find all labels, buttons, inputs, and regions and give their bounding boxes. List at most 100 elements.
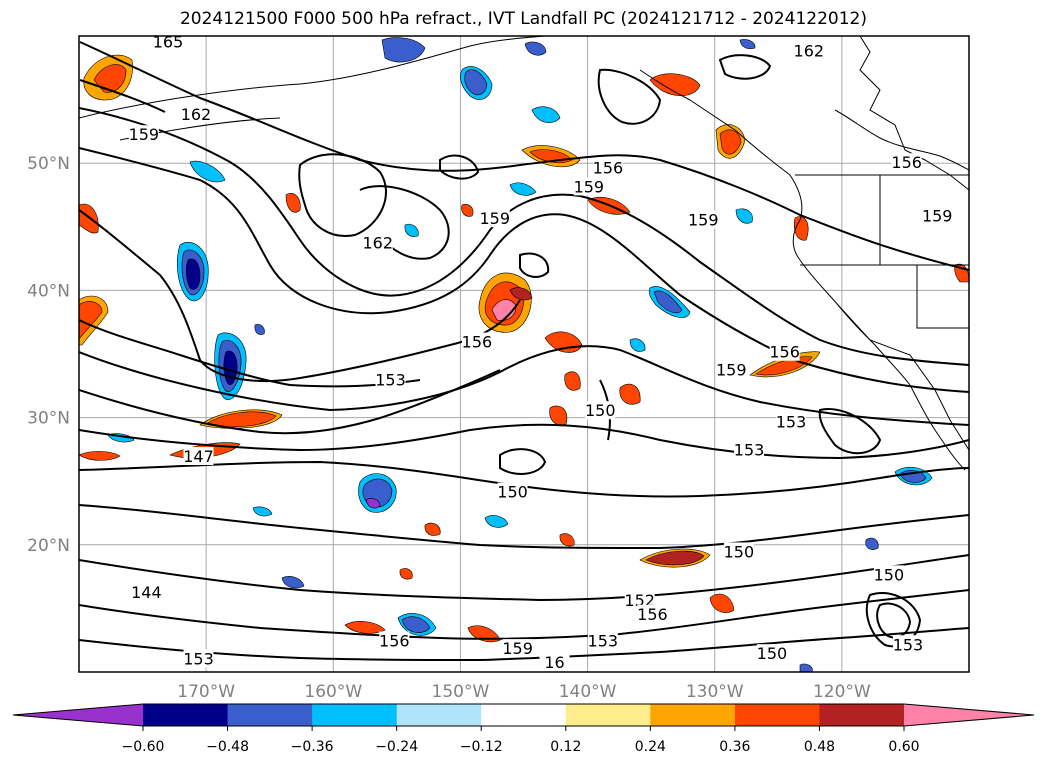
contour-label-bg <box>922 206 953 225</box>
contour-label: 159 <box>574 177 605 196</box>
contour-label-bg <box>723 542 754 561</box>
contour-label: 156 <box>637 605 668 624</box>
contour-label: 150 <box>585 401 616 420</box>
contour-label: 165 <box>153 32 184 51</box>
lat-tick-label: 40°N <box>27 281 70 301</box>
contour-label-bg <box>891 153 922 172</box>
colorbar-segment <box>227 704 313 726</box>
contour-label: 159 <box>479 209 510 228</box>
contour-label: 16 <box>544 653 564 672</box>
contour-label: 150 <box>757 644 788 663</box>
contour-label-bg <box>769 342 800 361</box>
colorbar-extend-high <box>904 704 1034 726</box>
contour-label: 156 <box>593 158 624 177</box>
longitude-tick-labels: 170°W 160°W 150°W 140°W 130°W 120°W <box>177 682 871 702</box>
colorbar-tick-label: −0.36 <box>291 739 334 755</box>
contour-label-bg <box>461 332 492 351</box>
latitude-tick-labels: 20°N 30°N 40°N 50°N <box>27 154 70 556</box>
contour-label: 159 <box>922 207 953 226</box>
colorbar-tick-label: −0.60 <box>122 739 165 755</box>
colorbar-segment <box>650 704 736 726</box>
contour-label: 150 <box>724 542 755 561</box>
contour-label-bg <box>716 360 747 379</box>
colorbar-segment <box>565 704 651 726</box>
colorbar-tick-label: −0.12 <box>460 739 503 755</box>
colorbar-segment <box>312 704 398 726</box>
contour-label-bg <box>776 412 806 431</box>
colorbar-tick-label: 0.36 <box>719 739 750 755</box>
map-area <box>79 36 969 672</box>
colorbar-tick-label: 0.60 <box>888 739 919 755</box>
contour-label-bg <box>379 631 410 650</box>
contour-label-bg <box>497 482 528 501</box>
lon-tick-label: 160°W <box>304 682 362 702</box>
contour-label: 150 <box>874 565 905 584</box>
map-title: 2024121500 F000 500 hPa refract., IVT La… <box>179 9 867 29</box>
colorbar-segment <box>143 704 229 726</box>
contour-label: 156 <box>891 153 922 172</box>
contour-label-bg <box>362 233 393 252</box>
positive-anomaly-blobs <box>79 54 969 643</box>
lat-tick-label: 20°N <box>27 536 70 556</box>
contour-label: 159 <box>688 210 719 229</box>
colorbar-segment <box>396 704 482 726</box>
contour-label-bg <box>637 604 668 623</box>
contour-label: 159 <box>129 125 160 144</box>
contour-label: 144 <box>131 583 162 602</box>
contour-label: 162 <box>181 105 212 124</box>
contour-label-bg <box>573 177 604 196</box>
contour-label-bg <box>873 565 904 584</box>
colorbar-tick-label: 0.12 <box>550 739 581 755</box>
contour-label: 159 <box>716 361 747 380</box>
colorbar-segment <box>481 704 567 726</box>
contour-label-bg <box>592 158 623 177</box>
contour-label: 162 <box>363 233 394 252</box>
map-frame <box>78 35 970 673</box>
contour-label-bg <box>587 631 618 650</box>
contour-label-bg <box>502 639 533 658</box>
contour-label-bg <box>479 209 510 228</box>
colorbar-tick-label: −0.24 <box>375 739 418 755</box>
contour-label-bg <box>128 125 159 144</box>
contour-label: 153 <box>183 649 214 668</box>
contour-label-bg <box>131 583 162 602</box>
contour-label-bg <box>539 653 570 672</box>
contour-label-bg <box>688 210 719 229</box>
contour-label-bg <box>624 590 655 609</box>
colorbar-tick-label: 0.24 <box>635 739 666 755</box>
colorbar-tick-label: −0.48 <box>206 739 249 755</box>
contour-label: 153 <box>893 635 924 654</box>
contour-label-bg <box>180 104 211 123</box>
contour-label: 147 <box>183 447 214 466</box>
lon-tick-label: 150°W <box>432 682 490 702</box>
contour-label-bg <box>183 447 214 466</box>
contour-label-bg <box>734 440 765 459</box>
contour-label-bg <box>793 41 824 60</box>
coastlines <box>79 36 969 471</box>
contour-label-bg <box>892 635 923 654</box>
lon-tick-label: 170°W <box>177 682 235 702</box>
contour-label-bg <box>756 644 787 663</box>
contour-label: 159 <box>502 639 533 658</box>
lon-tick-label: 120°W <box>813 682 871 702</box>
contour-label: 153 <box>588 631 619 650</box>
contour-label-bg <box>375 370 406 389</box>
contour-label: 156 <box>379 631 410 650</box>
contour-label-bg <box>183 649 214 668</box>
lat-tick-label: 30°N <box>27 409 70 429</box>
contour-label: 156 <box>769 343 800 362</box>
contour-label: 156 <box>462 333 493 352</box>
contour-label-bg <box>585 401 616 420</box>
colorbar-tick-label: 0.48 <box>804 739 835 755</box>
contour-label: 150 <box>497 483 528 502</box>
contour-label: 162 <box>794 41 825 60</box>
colorbar-extend-low <box>13 704 143 726</box>
contour-label: 153 <box>776 413 807 432</box>
lat-tick-label: 50°N <box>27 154 70 174</box>
contour-label: 153 <box>375 371 406 390</box>
contour-label-bg <box>153 36 183 51</box>
colorbar-segment <box>734 704 820 726</box>
lon-tick-label: 140°W <box>559 682 617 702</box>
